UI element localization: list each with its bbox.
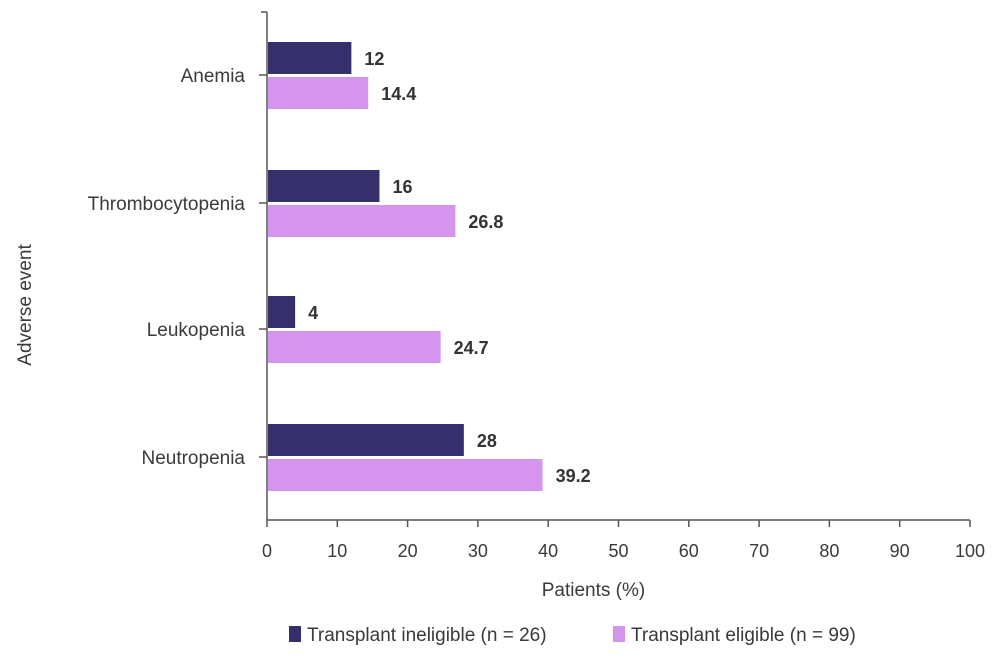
x-tick-label: 80 bbox=[819, 541, 839, 561]
data-label: 16 bbox=[392, 177, 412, 197]
x-tick-label: 70 bbox=[749, 541, 769, 561]
category-labels-group: Anemia Thrombocytopenia Leukopenia Neutrope… bbox=[88, 66, 267, 469]
category-label: Leukopenia bbox=[147, 320, 246, 341]
bar-eligible bbox=[268, 331, 441, 363]
data-label: 24.7 bbox=[454, 338, 489, 358]
legend-swatch bbox=[289, 626, 301, 642]
x-tick-label: 60 bbox=[679, 541, 699, 561]
legend: Transplant ineligible (n = 26) Transplant… bbox=[289, 625, 856, 646]
data-label: 4 bbox=[308, 303, 318, 323]
y-axis-title: Adverse event bbox=[15, 244, 36, 366]
data-label: 12 bbox=[364, 49, 384, 69]
data-label: 14.4 bbox=[381, 84, 416, 104]
bar-ineligible bbox=[268, 170, 380, 202]
x-tick-label: 10 bbox=[327, 541, 347, 561]
x-tick-label: 0 bbox=[262, 541, 272, 561]
legend-swatch bbox=[613, 626, 625, 642]
bar-ineligible bbox=[268, 42, 352, 74]
x-tick-label: 50 bbox=[608, 541, 628, 561]
x-tick-label: 20 bbox=[398, 541, 418, 561]
bar-ineligible bbox=[268, 424, 464, 456]
bar-eligible bbox=[268, 205, 456, 237]
category-label: Neutropenia bbox=[141, 448, 245, 469]
data-labels-group: 12 14.4 16 26.8 4 24.7 28 39.2 bbox=[308, 49, 591, 486]
data-label: 26.8 bbox=[468, 212, 503, 232]
bar-ineligible bbox=[268, 296, 296, 328]
x-ticks-group: 0 10 20 30 40 50 60 70 80 90 100 bbox=[262, 520, 985, 561]
x-axis-title: Patients (%) bbox=[542, 580, 645, 601]
x-tick-label: 30 bbox=[468, 541, 488, 561]
x-tick-label: 100 bbox=[955, 541, 985, 561]
legend-label: Transplant eligible (n = 99) bbox=[631, 625, 856, 646]
bar-eligible bbox=[268, 459, 543, 491]
x-tick-label: 90 bbox=[890, 541, 910, 561]
x-tick-label: 40 bbox=[538, 541, 558, 561]
bars-group bbox=[268, 42, 543, 491]
legend-label: Transplant ineligible (n = 26) bbox=[307, 625, 547, 646]
category-label: Thrombocytopenia bbox=[88, 194, 246, 215]
data-label: 39.2 bbox=[556, 466, 591, 486]
data-label: 28 bbox=[477, 431, 497, 451]
bar-eligible bbox=[268, 77, 369, 109]
category-label: Anemia bbox=[181, 66, 246, 87]
